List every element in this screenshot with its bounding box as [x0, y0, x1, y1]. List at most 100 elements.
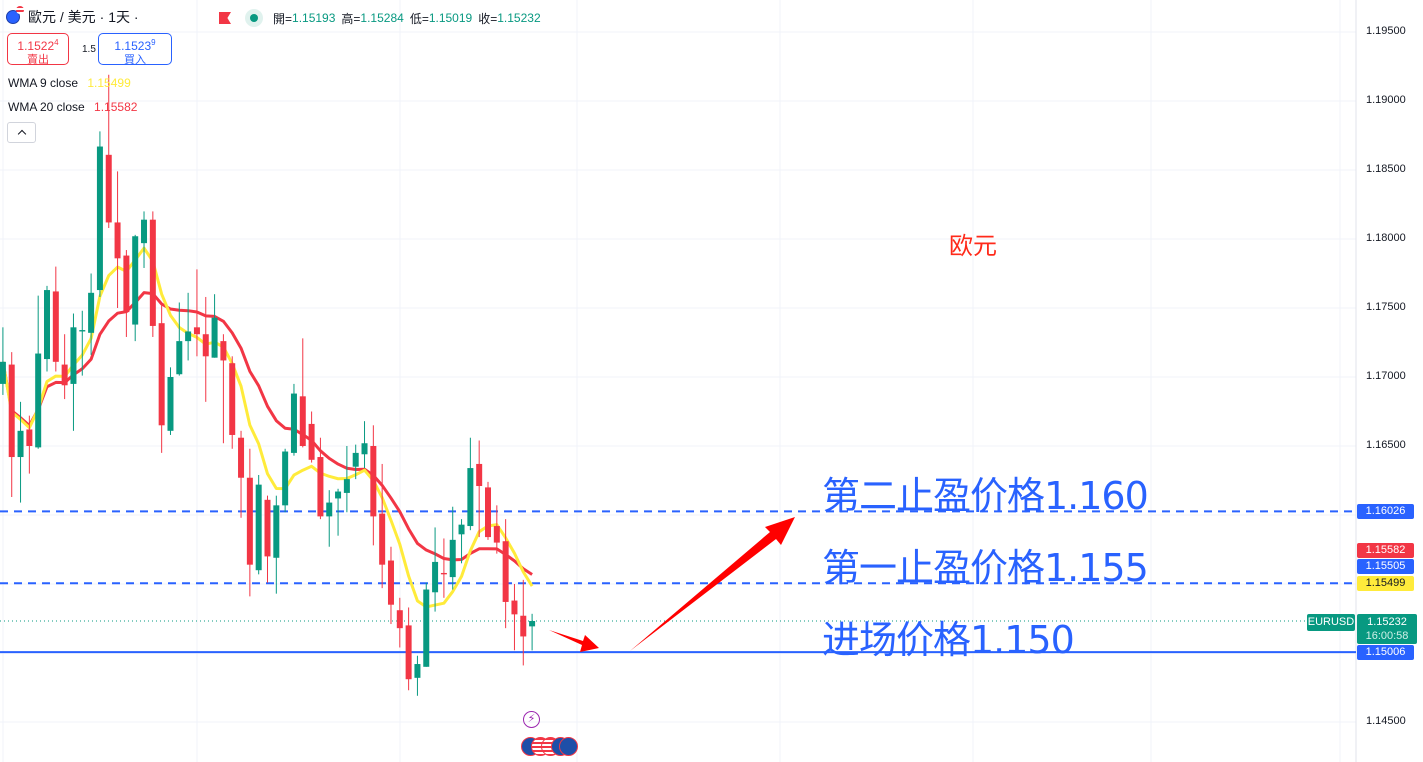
candle-down	[26, 429, 33, 446]
symbol-header[interactable]: 歐元 / 美元 · 1天 ·	[6, 6, 139, 27]
candle-down	[246, 477, 253, 565]
collapse-button[interactable]	[7, 122, 36, 143]
candle-down	[493, 526, 500, 543]
buy-button[interactable]: 1.15239 買入	[98, 33, 172, 66]
candle-down	[264, 499, 271, 557]
candle-down	[114, 222, 121, 259]
candle-down	[105, 154, 112, 223]
candle-up	[423, 589, 430, 667]
candle-up	[352, 452, 359, 467]
economic-events[interactable]	[521, 737, 581, 756]
indicator-name: WMA 20 close	[8, 100, 85, 114]
candle-up	[185, 331, 192, 342]
candle-up	[79, 330, 86, 332]
entry-price-tag: 1.15006	[1357, 645, 1414, 660]
high-label: 高=	[341, 11, 361, 26]
candle-down	[229, 363, 236, 435]
candle-up	[529, 620, 536, 627]
sell-label: 賣出	[27, 54, 49, 66]
candle-up	[343, 479, 350, 493]
candle-up	[88, 292, 95, 333]
candle-down	[149, 219, 156, 326]
candle-down	[405, 625, 412, 680]
price-tick: 1.19500	[1366, 25, 1406, 37]
indicator-wma20[interactable]: WMA 20 close 1.15582	[8, 100, 137, 114]
close-label: 收=	[478, 11, 498, 26]
candle-up	[211, 317, 218, 358]
low-label: 低=	[409, 11, 429, 26]
indicator-name: WMA 9 close	[8, 76, 79, 90]
candle-down	[317, 457, 324, 517]
symbol-name[interactable]: 歐元 / 美元	[28, 9, 96, 25]
candle-up	[282, 451, 289, 506]
price-tick: 1.16500	[1366, 439, 1406, 451]
candle-down	[52, 291, 59, 362]
annotation-entry[interactable]: 进场价格1.150	[822, 618, 1075, 662]
candle-down	[396, 610, 403, 629]
lightning-icon[interactable]: ⚡	[523, 711, 540, 728]
close-value: 1.15232	[497, 11, 541, 25]
candle-down	[379, 513, 386, 565]
annotation-tp1[interactable]: 第一止盈价格1.155	[822, 546, 1149, 590]
wma9-price-tag: 1.15499	[1357, 576, 1414, 591]
indicator-wma9[interactable]: WMA 9 close 1.15499	[8, 76, 131, 90]
candle-down	[502, 541, 509, 602]
market-status-icon[interactable]	[245, 9, 263, 27]
wma20-price-tag: 1.15582	[1357, 543, 1414, 558]
open-label: 開=	[273, 11, 293, 26]
buy-price-sup: 9	[151, 38, 156, 47]
interval[interactable]: · 1天 ·	[99, 9, 139, 25]
candle-up	[255, 484, 262, 571]
candle-up	[44, 290, 50, 360]
annotation-tp2[interactable]: 第二止盈价格1.160	[822, 474, 1149, 518]
candle-down	[476, 463, 483, 487]
candle-up	[167, 377, 174, 431]
candle-down	[511, 600, 518, 615]
candle-up	[17, 430, 24, 458]
candle-up	[335, 491, 342, 499]
candle-up	[141, 219, 148, 244]
sell-price-sup: 4	[54, 38, 59, 47]
candle-up	[96, 146, 103, 291]
ohlc-readout: 開= 1.15193 高= 1.15284 低= 1.15019 收= 1.15232	[219, 9, 541, 27]
last-price: 1.15232	[1367, 616, 1407, 628]
candle-up	[35, 353, 42, 448]
spread: 1.5	[82, 44, 96, 55]
candle-up	[176, 341, 183, 375]
price-tick: 1.19000	[1366, 94, 1406, 106]
candle-up	[290, 393, 297, 453]
sell-button[interactable]: 1.15224 賣出	[7, 33, 69, 66]
candle-down	[370, 446, 377, 517]
eu-flag-icon	[559, 737, 578, 756]
last-price-tag: 1.15232 16:00:58	[1357, 614, 1417, 644]
candle-down	[238, 437, 245, 478]
candle-up	[458, 524, 465, 535]
arrow-up-right	[630, 517, 795, 651]
eu-flag-icon	[6, 6, 24, 24]
buy-label: 買入	[124, 54, 146, 66]
candle-down	[440, 572, 447, 575]
flag-icon[interactable]	[219, 12, 231, 24]
candle-up	[70, 327, 77, 384]
candle-down	[61, 364, 68, 386]
price-tick: 1.14500	[1366, 715, 1406, 727]
price-tick: 1.18000	[1366, 232, 1406, 244]
open-value: 1.15193	[292, 11, 336, 25]
symbol-tag: EURUSD	[1307, 614, 1355, 631]
candle-down	[8, 364, 15, 458]
tp1-price-tag: 1.15505	[1357, 559, 1414, 574]
candle-up	[361, 443, 368, 455]
candle-up	[273, 505, 280, 558]
candle-up	[449, 539, 456, 578]
candle-up	[432, 561, 439, 593]
sell-price: 1.1522	[17, 39, 55, 53]
annotation-title[interactable]: 欧元	[949, 232, 997, 260]
price-tick: 1.17500	[1366, 301, 1406, 313]
candle-down	[299, 396, 306, 446]
candle-down	[123, 255, 130, 313]
price-tick: 1.18500	[1366, 163, 1406, 175]
candle-down	[308, 423, 315, 460]
candle-down	[158, 323, 165, 426]
indicator-value: 1.15582	[94, 100, 138, 114]
